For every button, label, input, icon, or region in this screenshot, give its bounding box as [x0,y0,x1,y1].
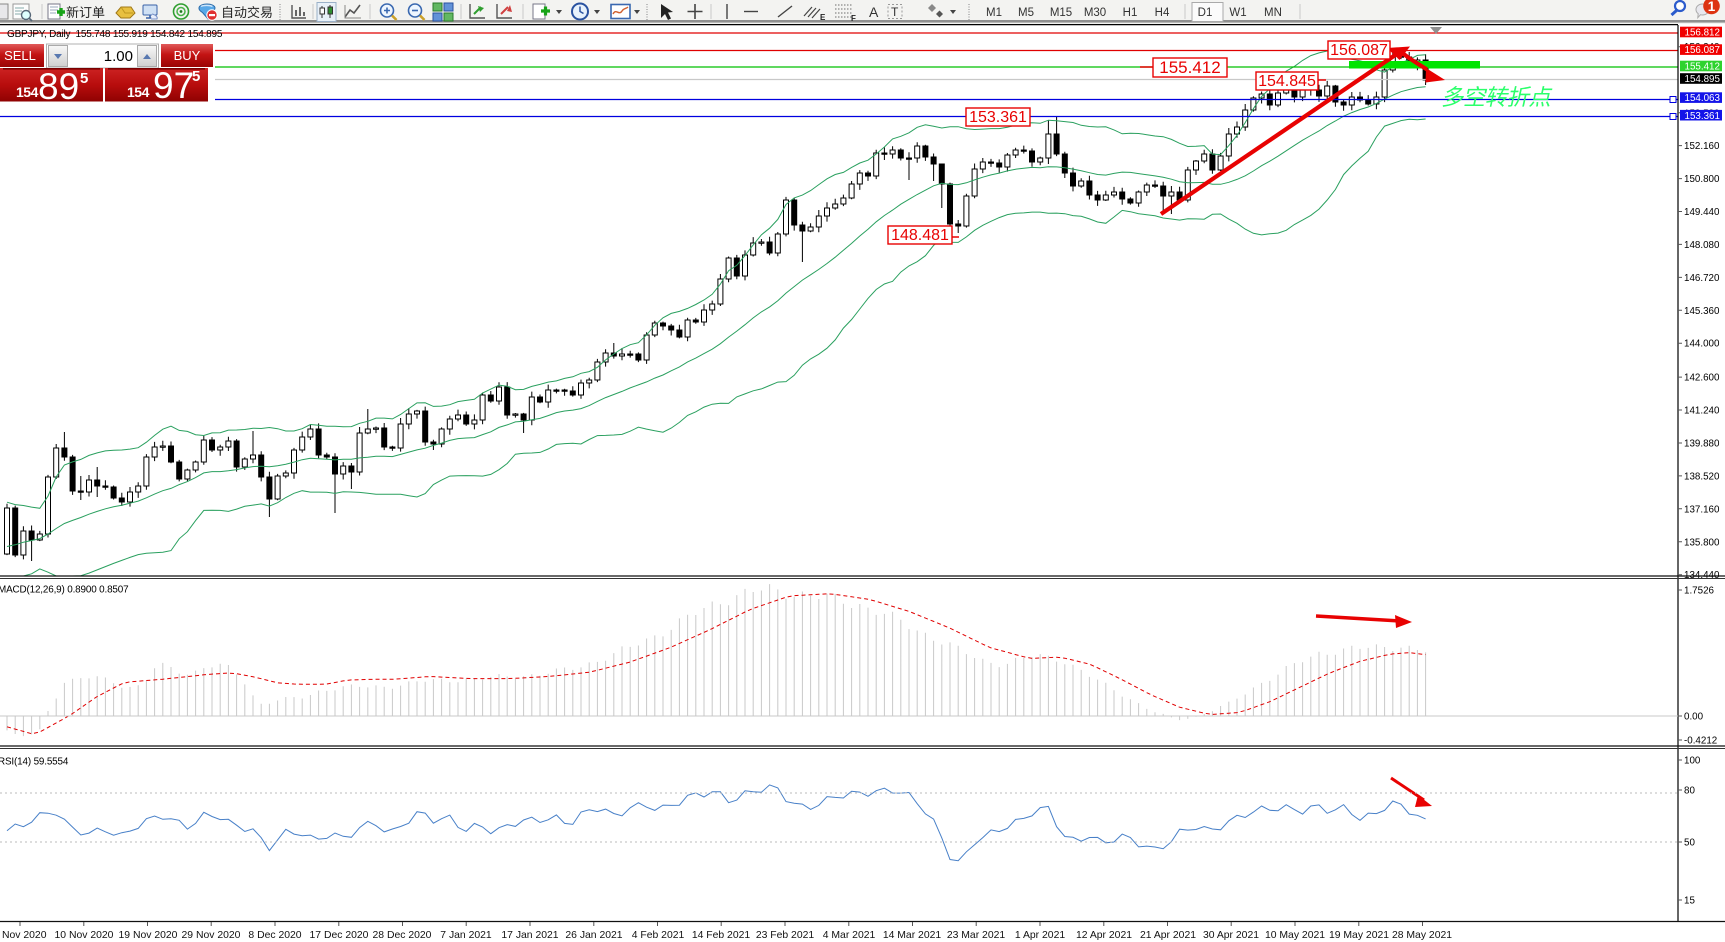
svg-text:149.440: 149.440 [1684,207,1720,218]
svg-text:14 Mar 2021: 14 Mar 2021 [883,930,942,941]
svg-text:153.361: 153.361 [969,109,1027,126]
svg-text:139.880: 139.880 [1684,439,1720,450]
svg-text:154: 154 [127,84,150,100]
svg-text:23 Mar 2021: 23 Mar 2021 [947,930,1006,941]
svg-text:10 Nov 2020: 10 Nov 2020 [55,930,114,941]
svg-text:155.412: 155.412 [1159,58,1220,77]
svg-text:141.240: 141.240 [1684,406,1720,417]
svg-text:150.800: 150.800 [1684,174,1720,185]
svg-text:80: 80 [1684,786,1695,797]
svg-text:135.800: 135.800 [1684,537,1720,548]
svg-text:19 May 2021: 19 May 2021 [1329,930,1389,941]
svg-text:50: 50 [1684,838,1695,849]
svg-text:T: T [891,5,899,19]
svg-text:W1: W1 [1229,7,1246,19]
svg-text:21 Apr 2021: 21 Apr 2021 [1140,930,1196,941]
svg-text:155.412: 155.412 [1685,62,1720,73]
svg-text:156.087: 156.087 [1330,42,1388,59]
svg-text:12 Apr 2021: 12 Apr 2021 [1076,930,1132,941]
svg-text:156.087: 156.087 [1685,45,1720,56]
svg-text:28 Dec 2020: 28 Dec 2020 [373,930,432,941]
svg-text:26 Jan 2021: 26 Jan 2021 [565,930,622,941]
svg-text:SELL: SELL [4,48,36,63]
svg-text:14 Feb 2021: 14 Feb 2021 [692,930,751,941]
svg-text:17 Jan 2021: 17 Jan 2021 [501,930,558,941]
svg-text:5: 5 [192,68,200,85]
svg-text:89: 89 [38,66,79,107]
svg-text:154.063: 154.063 [1685,93,1721,104]
svg-text:7 Jan 2021: 7 Jan 2021 [440,930,492,941]
svg-text:H1: H1 [1123,7,1138,19]
svg-text:148.481: 148.481 [891,227,949,244]
svg-text:144.000: 144.000 [1684,339,1720,350]
svg-text:100: 100 [1684,756,1701,767]
svg-text:8 Dec 2020: 8 Dec 2020 [248,930,301,941]
svg-text:138.520: 138.520 [1684,471,1720,482]
svg-text:30 Apr 2021: 30 Apr 2021 [1203,930,1259,941]
svg-text:GBPJPY, Daily 155.748 155.919: GBPJPY, Daily 155.748 155.919 154.842 15… [7,29,223,40]
svg-text:A: A [869,4,879,20]
svg-text:152.160: 152.160 [1684,141,1720,152]
svg-text:17 Dec 2020: 17 Dec 2020 [310,930,369,941]
svg-text:29 Nov 2020: 29 Nov 2020 [182,930,241,941]
svg-text:154.845: 154.845 [1258,73,1316,90]
svg-text:137.160: 137.160 [1684,504,1720,515]
svg-text:D1: D1 [1198,7,1213,19]
svg-text:1.7526: 1.7526 [1684,586,1715,597]
svg-text:1.00: 1.00 [104,48,133,65]
svg-text:146.720: 146.720 [1684,273,1720,284]
svg-text:BUY: BUY [174,48,201,63]
svg-text:0.00: 0.00 [1684,712,1704,723]
svg-text:H4: H4 [1155,7,1170,19]
svg-text:-0.4212: -0.4212 [1684,736,1717,747]
svg-text:134.440: 134.440 [1684,570,1720,581]
svg-text:154.895: 154.895 [1685,74,1721,85]
svg-text:28 May 2021: 28 May 2021 [1392,930,1452,941]
svg-text:M1: M1 [986,7,1002,19]
svg-text:19 Nov 2020: 19 Nov 2020 [119,930,178,941]
svg-text:Nov 2020: Nov 2020 [2,930,47,941]
svg-text:4 Mar 2021: 4 Mar 2021 [823,930,876,941]
svg-text:23 Feb 2021: 23 Feb 2021 [756,930,815,941]
svg-text:4 Feb 2021: 4 Feb 2021 [632,930,685,941]
svg-text:MACD(12,26,9) 0.8900 0.8507: MACD(12,26,9) 0.8900 0.8507 [0,585,128,596]
svg-text:153.361: 153.361 [1685,111,1720,122]
svg-text:1: 1 [1708,0,1716,14]
svg-text:M15: M15 [1050,7,1072,19]
svg-text:5: 5 [80,70,88,87]
svg-text:MN: MN [1264,7,1282,19]
svg-text:142.600: 142.600 [1684,373,1720,384]
svg-text:15: 15 [1684,896,1695,907]
svg-text:1 Apr 2021: 1 Apr 2021 [1015,930,1065,941]
svg-text:E: E [820,13,826,22]
svg-text:156.812: 156.812 [1685,28,1720,39]
svg-text:M5: M5 [1018,7,1034,19]
svg-text:97: 97 [153,65,194,106]
svg-text:154: 154 [16,84,39,100]
svg-text:148.080: 148.080 [1684,240,1720,251]
svg-text:RSI(14) 59.5554: RSI(14) 59.5554 [0,757,69,768]
svg-text:145.360: 145.360 [1684,306,1720,317]
svg-text:10 May 2021: 10 May 2021 [1265,930,1325,941]
svg-text:F: F [851,14,856,23]
svg-text:M30: M30 [1084,7,1106,19]
